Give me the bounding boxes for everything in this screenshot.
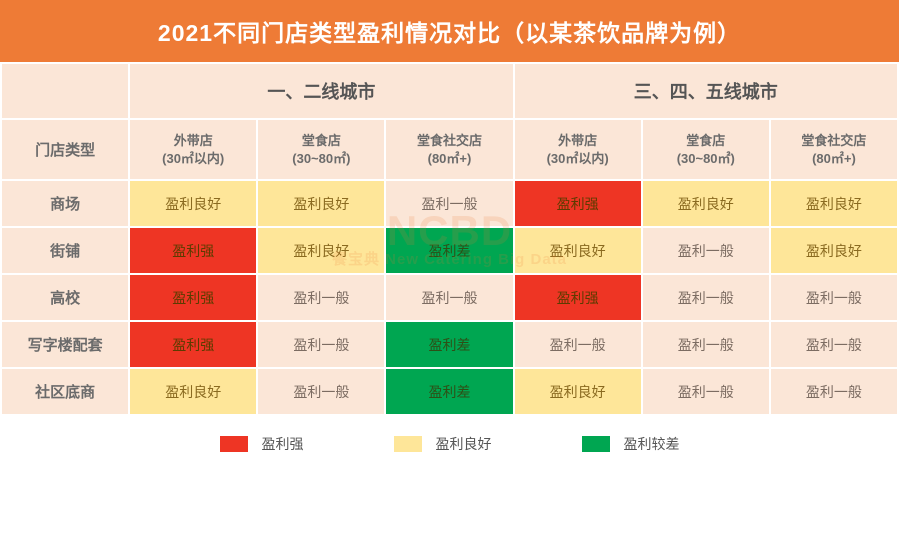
sub-header-row: 门店类型 外带店(30㎡以内)堂食店(30~80㎡)堂食社交店(80㎡+)外带店…: [2, 120, 897, 179]
cell: 盈利良好: [130, 181, 256, 226]
row-label: 高校: [2, 275, 128, 320]
legend-swatch: [394, 436, 422, 452]
cell: 盈利一般: [386, 181, 512, 226]
legend: 盈利强 盈利良好 盈利较差: [0, 416, 899, 460]
table-row: 商场盈利良好盈利良好盈利一般盈利强盈利良好盈利良好: [2, 181, 897, 226]
sub-header-0: 外带店(30㎡以内): [130, 120, 256, 179]
row-label: 写字楼配套: [2, 322, 128, 367]
table-row: 高校盈利强盈利一般盈利一般盈利强盈利一般盈利一般: [2, 275, 897, 320]
cell: 盈利良好: [258, 181, 384, 226]
sub-header-2: 堂食社交店(80㎡+): [386, 120, 512, 179]
cell: 盈利一般: [258, 322, 384, 367]
legend-item-poor: 盈利较差: [582, 434, 680, 454]
cell: 盈利强: [515, 181, 641, 226]
legend-swatch: [582, 436, 610, 452]
group-header-tier12: 一、二线城市: [130, 64, 512, 118]
cell: 盈利一般: [643, 369, 769, 414]
cell: 盈利良好: [515, 369, 641, 414]
cell: 盈利一般: [258, 369, 384, 414]
legend-item-strong: 盈利强: [220, 434, 304, 454]
chart-container: 2021不同门店类型盈利情况对比（以某茶饮品牌为例） 一、二线城市 三、四、五线…: [0, 0, 899, 460]
sub-header-4: 堂食店(30~80㎡): [643, 120, 769, 179]
cell: 盈利强: [130, 322, 256, 367]
table-row: 街铺盈利强盈利良好盈利差盈利良好盈利一般盈利良好: [2, 228, 897, 273]
table-row: 社区底商盈利良好盈利一般盈利差盈利良好盈利一般盈利一般: [2, 369, 897, 414]
cell: 盈利一般: [771, 322, 897, 367]
cell: 盈利一般: [771, 369, 897, 414]
cell: 盈利良好: [515, 228, 641, 273]
cell: 盈利良好: [771, 181, 897, 226]
cell: 盈利一般: [386, 275, 512, 320]
legend-swatch: [220, 436, 248, 452]
cell: 盈利良好: [130, 369, 256, 414]
cell: 盈利良好: [643, 181, 769, 226]
blank-corner: [2, 64, 128, 118]
title-bar: 2021不同门店类型盈利情况对比（以某茶饮品牌为例）: [0, 0, 899, 62]
group-header-row: 一、二线城市 三、四、五线城市: [2, 64, 897, 118]
row-label: 商场: [2, 181, 128, 226]
legend-label: 盈利强: [262, 434, 304, 454]
sub-header-1: 堂食店(30~80㎡): [258, 120, 384, 179]
cell: 盈利差: [386, 228, 512, 273]
legend-label: 盈利良好: [436, 434, 492, 454]
cell: 盈利一般: [771, 275, 897, 320]
legend-label: 盈利较差: [624, 434, 680, 454]
cell: 盈利一般: [643, 275, 769, 320]
row-label: 街铺: [2, 228, 128, 273]
group-header-tier345: 三、四、五线城市: [515, 64, 897, 118]
profit-table: 一、二线城市 三、四、五线城市 门店类型 外带店(30㎡以内)堂食店(30~80…: [0, 62, 899, 416]
cell: 盈利一般: [643, 228, 769, 273]
table-row: 写字楼配套盈利强盈利一般盈利差盈利一般盈利一般盈利一般: [2, 322, 897, 367]
cell: 盈利强: [130, 228, 256, 273]
cell: 盈利良好: [258, 228, 384, 273]
sub-header-3: 外带店(30㎡以内): [515, 120, 641, 179]
cell: 盈利一般: [515, 322, 641, 367]
cell: 盈利差: [386, 369, 512, 414]
cell: 盈利一般: [643, 322, 769, 367]
store-type-label: 门店类型: [2, 120, 128, 179]
cell: 盈利强: [130, 275, 256, 320]
cell: 盈利差: [386, 322, 512, 367]
legend-item-good: 盈利良好: [394, 434, 492, 454]
cell: 盈利一般: [258, 275, 384, 320]
row-label: 社区底商: [2, 369, 128, 414]
cell: 盈利良好: [771, 228, 897, 273]
cell: 盈利强: [515, 275, 641, 320]
sub-header-5: 堂食社交店(80㎡+): [771, 120, 897, 179]
